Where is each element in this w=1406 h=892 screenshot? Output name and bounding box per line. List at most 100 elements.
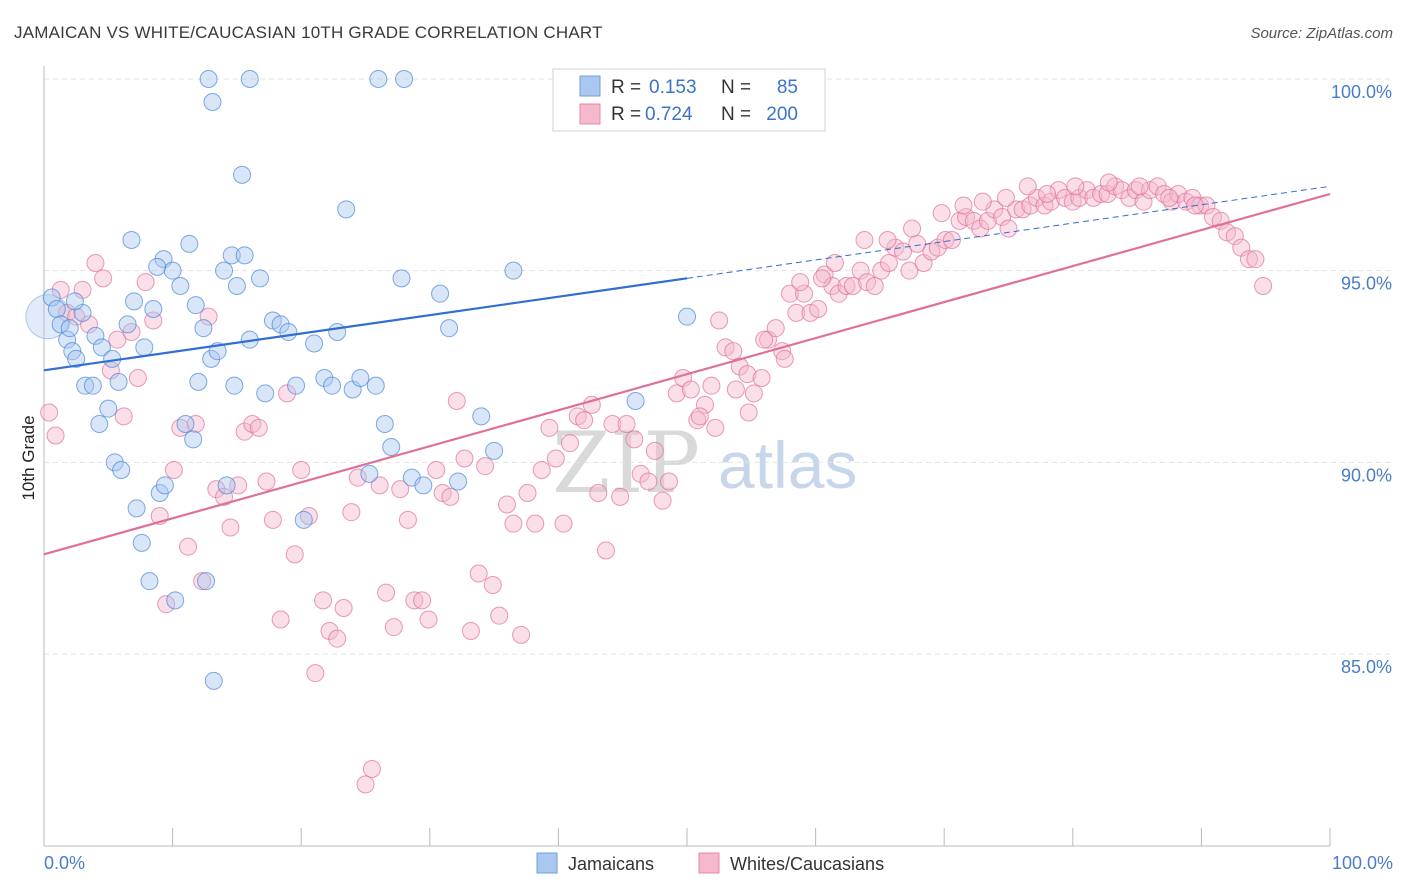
legend-n-value-1: 85 <box>777 77 798 98</box>
whites-point <box>1049 181 1068 200</box>
whites-point <box>377 583 396 602</box>
jamaicans-point <box>240 70 259 88</box>
jamaicans-point <box>140 572 159 591</box>
y-tick-label: 95.0% <box>1341 274 1392 294</box>
whites-point <box>639 472 658 491</box>
whites-point <box>900 261 919 280</box>
whites-point <box>611 487 630 506</box>
chart-title: JAMAICAN VS WHITE/CAUCASIAN 10TH GRADE C… <box>14 23 603 42</box>
jamaicans-point <box>194 319 213 338</box>
whites-point <box>690 407 709 426</box>
legend-r-label-1: R = <box>611 77 641 98</box>
whites-point <box>1239 250 1258 269</box>
jamaicans-point <box>76 376 95 395</box>
whites-point <box>207 480 226 499</box>
series-legend-jamaicans: Jamaicans <box>568 854 654 874</box>
whites-point <box>954 196 973 215</box>
whites-point <box>405 591 424 610</box>
watermark: ZIP atlas <box>552 414 857 512</box>
jamaicans-trend-extension <box>686 185 1331 279</box>
whites-point <box>710 311 729 330</box>
jamaicans-point <box>225 376 244 395</box>
whites-point <box>221 518 240 537</box>
whites-point <box>40 403 59 422</box>
jamaicans-point <box>105 453 124 472</box>
whites-point <box>1038 185 1057 203</box>
x-tick-label: 100.0% <box>1332 853 1393 873</box>
series-legend-whites: Whites/Caucasians <box>730 854 884 874</box>
whites-point <box>744 384 763 403</box>
jamaicans-point <box>189 372 208 391</box>
whites-point <box>1066 177 1085 196</box>
whites-point <box>1225 227 1244 246</box>
jamaicans-point <box>118 315 137 334</box>
whites-point <box>843 277 862 295</box>
whites-point <box>787 303 806 322</box>
whites-point <box>825 254 844 272</box>
jamaicans-point <box>328 323 347 341</box>
jamaicans-point <box>148 257 167 276</box>
jamaicans-point <box>83 376 102 395</box>
axes <box>43 66 1331 847</box>
legend-n-label-1: N = <box>721 77 751 98</box>
whites-point <box>546 449 565 468</box>
whites-point <box>249 418 268 437</box>
jamaicans-point <box>440 319 459 338</box>
whites-point <box>86 254 105 272</box>
whites-point <box>461 622 480 640</box>
whites-point <box>356 775 375 794</box>
whites-point <box>278 384 297 403</box>
jamaicans-point <box>315 369 334 387</box>
whites-point <box>441 487 460 506</box>
whites-point <box>667 384 686 403</box>
whites-point <box>391 480 410 499</box>
whites-trend-line <box>43 192 1331 556</box>
whites-point <box>560 434 579 453</box>
whites-point <box>855 231 874 249</box>
jamaicans-point <box>366 376 385 395</box>
jamaicans-point <box>217 476 236 495</box>
whites-point <box>193 572 212 591</box>
whites-point <box>596 541 615 560</box>
jamaicans-point <box>395 70 414 88</box>
jamaicans-point <box>90 415 109 433</box>
whites-point <box>1169 185 1188 203</box>
whites-point <box>427 461 446 479</box>
whites-point <box>973 192 992 211</box>
whites-point <box>996 188 1015 207</box>
legend-swatch-whites <box>579 103 601 125</box>
whites-point <box>348 468 367 487</box>
whites-point <box>342 503 361 522</box>
whites-point <box>1018 177 1037 196</box>
whites-point <box>681 380 700 399</box>
whites-point <box>469 564 488 583</box>
whites-point <box>447 392 466 410</box>
jamaicans-point <box>504 261 523 280</box>
whites-point <box>157 595 176 614</box>
whites-point <box>879 254 898 272</box>
whites-point <box>726 380 745 399</box>
whites-point <box>263 510 282 529</box>
jamaicans-point <box>135 338 154 357</box>
whites-point <box>813 269 832 288</box>
whites-point <box>1007 200 1026 219</box>
whites-point <box>186 415 205 433</box>
jamaicans-point <box>323 376 342 395</box>
whites-point <box>306 664 325 683</box>
y-tick-label: 100.0% <box>1331 82 1392 102</box>
whites-point <box>829 284 848 303</box>
series-legend-swatch-whites <box>698 852 720 874</box>
whites-point <box>575 411 594 430</box>
whites-point <box>1070 188 1089 207</box>
whites-point <box>775 349 794 368</box>
jamaicans-point <box>392 269 411 288</box>
jamaicans-point <box>337 200 356 219</box>
whites-point <box>872 261 891 280</box>
whites-point <box>653 491 672 510</box>
jamaicans-point <box>112 461 131 479</box>
jamaicans-point <box>256 384 275 403</box>
jamaicans-point <box>472 407 491 426</box>
jamaicans-point <box>202 349 221 368</box>
whites-point <box>739 403 758 422</box>
